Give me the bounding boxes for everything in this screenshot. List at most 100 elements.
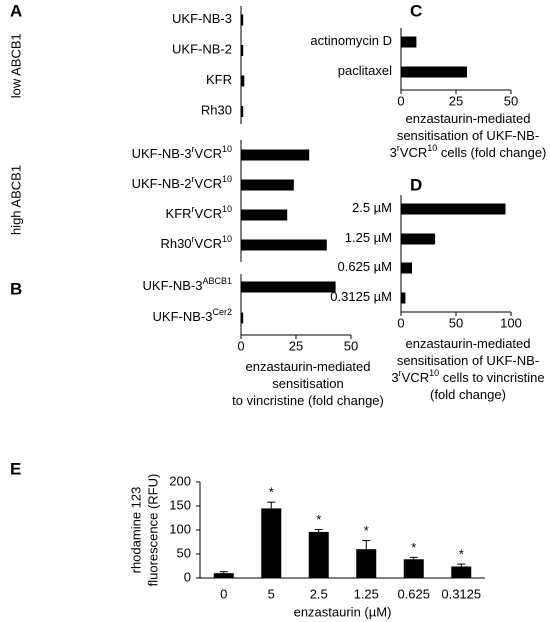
category-label: KFR [206,72,232,87]
x-axis-label: sensitisation [272,376,344,391]
x-tick-label: 0 [237,338,244,353]
x-tick-label: 25 [289,338,303,353]
x-tick-label: 25 [449,93,463,108]
superscript: 10 [427,143,437,153]
y-axis-label: fluorescence (RFU) [145,474,160,587]
bar [308,531,329,578]
bar [241,106,244,117]
bar [401,66,467,78]
text-segment: cells to vincristine [439,370,544,385]
category-label: UKF-NB-3rVCR10 [132,144,232,161]
superscript: 10 [222,204,232,214]
text-segment: 3 [390,145,397,160]
text-segment: 0.625 µM [338,259,392,274]
text-segment: VCR [195,146,222,161]
text-segment: (fold change) [430,387,506,402]
category-label: Rh30 [201,103,232,118]
panel-letter: E [10,459,21,478]
x-axis-label: to vincristine (fold change) [232,393,384,408]
text-segment: paclitaxel [338,63,392,78]
text-segment: UKF-NB-2 [132,176,192,191]
bar [401,203,506,215]
bar [356,549,377,578]
significance-marker: * [316,512,321,527]
text-segment: sensitisation of UKF-NB- [397,353,539,368]
superscript: 10 [222,174,232,184]
x-axis-label: 3rVCR10 cells to vincristine [391,368,544,385]
x-axis-label: enzastaurin-mediated [405,336,530,351]
text-segment: UKF-NB-3 [132,146,192,161]
text-segment: 3 [391,370,398,385]
superscript: r [399,368,402,378]
y-tick-label: 0 [184,569,191,584]
bar [241,239,327,251]
text-segment: Rh30 [160,236,191,251]
bar [241,281,336,293]
category-label: 2.5 µM [352,200,392,215]
text-segment: to vincristine (fold change) [232,393,384,408]
superscript: r [397,143,400,153]
panel-letter: B [10,279,22,298]
category-label: UKF-NB-3 [172,11,232,26]
x-tick-label: 0 [397,315,404,330]
x-tick-label: 0 [220,586,227,601]
x-tick-label: 5 [268,586,275,601]
y-tick-label: 150 [169,497,191,512]
text-segment: VCR [195,236,222,251]
x-axis-label: enzastaurin (µM) [294,604,392,619]
text-segment: sensitisation [272,376,344,391]
x-tick-label: 50 [504,93,518,108]
bar [241,312,244,324]
significance-marker: * [364,523,369,538]
y-tick-label: 50 [177,545,191,560]
x-axis-label: enzastaurin-mediated [245,359,370,374]
superscript: r [192,174,195,184]
x-axis-label: 3rVCR10 cells (fold change) [390,143,547,160]
bar [241,179,294,191]
bar [401,36,417,48]
text-segment: UKF-NB-3 [153,309,213,324]
text-segment: 2.5 µM [352,200,392,215]
group-label: high ABCB1 [8,165,23,235]
superscript: r [192,204,195,214]
category-label: UKF-NB-3ABCB1 [143,276,232,293]
text-segment: sensitisation of UKF-NB- [397,128,539,143]
text-segment: enzastaurin-mediated [245,359,370,374]
category-label: paclitaxel [338,63,392,78]
bar [241,75,245,87]
superscript: r [192,234,195,244]
bar [213,573,234,578]
text-segment: actinomycin D [310,33,392,48]
category-label: 0.3125 µM [330,289,392,304]
text-segment: VCR [402,370,429,385]
panel-letter: C [410,1,422,20]
category-label: Rh30rVCR10 [160,234,232,251]
category-label: 1.25 µM [345,230,392,245]
x-axis-label: sensitisation of UKF-NB- [397,353,539,368]
bar [241,149,310,161]
x-tick-label: 0.625 [397,586,430,601]
x-tick-label: 50 [449,315,463,330]
x-axis-label: (fold change) [430,387,506,402]
bar [401,233,436,245]
panel-letter: D [410,175,422,194]
category-label: 0.625 µM [338,259,392,274]
text-segment: enzastaurin-mediated [405,336,530,351]
y-tick-label: 200 [169,473,191,488]
bar [241,14,244,26]
bar [403,559,424,578]
text-segment: Rh30 [201,103,232,118]
x-tick-label: 0.3125 [441,586,481,601]
panel-letter: A [10,1,22,20]
superscript: Cer2 [212,307,232,317]
bar [261,508,282,578]
text-segment: UKF-NB-3 [143,278,203,293]
bar [401,292,406,304]
bar [451,566,472,578]
superscript: 10 [222,144,232,154]
category-label: UKF-NB-2 [172,42,232,57]
superscript: ABCB1 [202,276,232,286]
category-label: actinomycin D [310,33,392,48]
superscript: 10 [222,234,232,244]
